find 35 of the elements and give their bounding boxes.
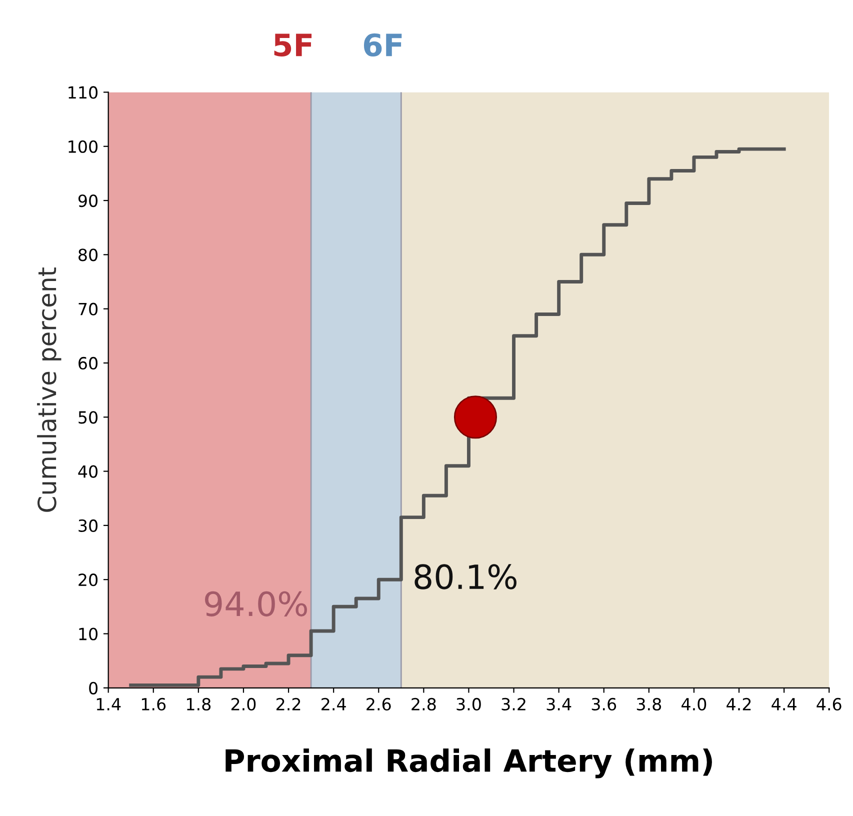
x-tick-label: 2.4	[322, 698, 346, 710]
y-axis-title: Cumulative percent	[37, 267, 62, 512]
x-tick-label: 3.6	[592, 698, 616, 711]
band-label: 5F	[274, 34, 312, 57]
band-label: 6F	[364, 33, 402, 57]
x-tick-label: 4.6	[816, 698, 842, 711]
x-tick-label: 2.2	[276, 698, 300, 710]
x-tick-label: 3.8	[636, 698, 662, 711]
x-tick-label: 4.4	[772, 698, 796, 710]
x-tick-label: 4.0	[682, 698, 706, 711]
x-tick-label: 3.0	[456, 698, 481, 711]
annotation: 80.1%	[414, 564, 516, 590]
y-tick-label: 30	[78, 519, 98, 532]
x-tick-label: 2.6	[366, 698, 391, 711]
y-tick-label: 0	[89, 682, 98, 694]
annotation: 94.0%	[205, 591, 307, 616]
y-tick-label: 70	[78, 302, 98, 316]
x-tick-label: 3.2	[502, 698, 526, 711]
x-axis-title: Proximal Radial Artery (mm)	[226, 748, 712, 778]
y-tick-label: 110	[68, 86, 98, 99]
x-tick-label: 3.4	[546, 698, 572, 711]
x-tick-label: 1.6	[142, 698, 166, 711]
y-tick-label: 10	[79, 628, 98, 640]
y-tick-label: 50	[78, 411, 98, 424]
x-tick-label: 2.0	[231, 698, 256, 711]
y-tick-label: 90	[78, 194, 98, 208]
y-tick-label: 20	[78, 574, 98, 586]
y-tick-label: 80	[78, 248, 98, 262]
x-tick-label: 1.8	[187, 698, 211, 711]
y-tick-label: 100	[68, 140, 98, 153]
y-tick-label: 40	[78, 465, 98, 478]
y-tick-label: 60	[78, 356, 98, 370]
x-tick-label: 2.8	[412, 698, 436, 711]
x-tick-label: 4.2	[726, 698, 751, 710]
x-tick-label: 1.4	[96, 698, 121, 710]
